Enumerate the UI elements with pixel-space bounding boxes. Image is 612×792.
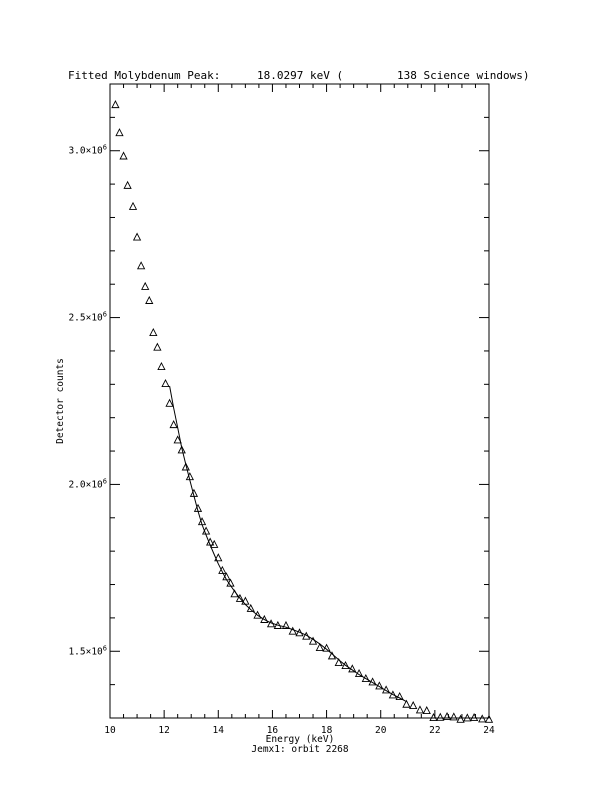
data-point <box>226 578 235 587</box>
data-point <box>469 713 479 722</box>
data-point <box>288 626 297 635</box>
data-point <box>128 201 138 210</box>
data-point <box>295 628 304 637</box>
data-point <box>173 435 182 444</box>
data-point <box>132 232 142 241</box>
x-tick-label: 22 <box>429 725 440 736</box>
data-point <box>381 685 391 694</box>
x-tick-label: 20 <box>375 725 387 736</box>
data-point <box>161 378 170 388</box>
data-point <box>214 553 223 562</box>
data-point <box>395 691 404 701</box>
chart-subtitle: Jemx1: orbit 2268 <box>251 744 349 755</box>
data-point <box>281 620 291 629</box>
x-tick-label: 16 <box>267 725 279 736</box>
data-point <box>308 636 318 645</box>
y-tick-label: 2.5×106 <box>68 311 107 324</box>
data-point <box>145 295 154 304</box>
data-point <box>302 631 311 640</box>
data-point <box>388 690 398 699</box>
data-point <box>241 596 250 605</box>
data-point <box>341 660 350 669</box>
data-point <box>189 488 199 497</box>
y-tick-label: 3.0×106 <box>68 144 107 157</box>
data-point <box>266 619 276 628</box>
data-point <box>222 572 231 581</box>
plot-frame <box>109 83 490 719</box>
x-axis-label: Energy (keV) <box>266 734 335 745</box>
data-point <box>456 714 465 723</box>
data-point <box>334 657 343 666</box>
data-point <box>436 712 445 721</box>
data-point <box>111 100 120 109</box>
data-point <box>218 565 227 574</box>
data-point <box>361 673 370 683</box>
axis-ticks <box>109 83 490 719</box>
data-marks <box>111 100 494 723</box>
data-point <box>322 643 331 652</box>
x-tick-label: 24 <box>483 725 495 736</box>
axis-tick-labels: 10 12 14 16 18 20 22 24 1.5×106 2.0×106 2.5×106 3.0… <box>68 144 495 736</box>
data-point <box>141 281 150 290</box>
data-point <box>193 503 203 512</box>
data-point <box>115 128 124 137</box>
data-point <box>415 705 425 714</box>
x-tick-label: 14 <box>213 725 225 736</box>
data-point <box>348 664 357 673</box>
data-point <box>197 517 207 526</box>
data-point <box>375 681 384 690</box>
data-point <box>429 713 438 722</box>
data-point <box>409 701 418 710</box>
data-point <box>169 420 178 429</box>
x-tick-label: 18 <box>321 725 333 736</box>
data-point <box>230 589 239 598</box>
data-point <box>327 651 337 660</box>
data-point <box>253 610 262 619</box>
data-point <box>354 668 364 678</box>
data-point <box>123 180 132 189</box>
data-point <box>368 677 377 686</box>
data-point <box>149 327 158 336</box>
data-point <box>206 537 215 546</box>
x-tick-label: 12 <box>158 725 169 736</box>
chart-title: Fitted Molybdenum Peak: <box>68 69 220 82</box>
data-point <box>246 603 255 612</box>
data-point <box>181 462 190 471</box>
data-point <box>210 539 219 548</box>
data-point <box>119 151 128 160</box>
data-point <box>235 593 245 602</box>
data-point <box>157 361 166 371</box>
data-point <box>484 714 494 723</box>
fit-line <box>169 385 407 703</box>
data-point <box>315 642 324 651</box>
y-axis-label: Detector counts <box>55 358 66 444</box>
data-point <box>422 706 431 715</box>
data-point <box>273 620 282 629</box>
chart-title-energy: 18.0297 keV ( <box>257 69 343 82</box>
y-tick-label: 2.0×106 <box>68 477 107 490</box>
data-point <box>177 445 186 454</box>
data-point <box>260 614 269 623</box>
y-tick-label: 1.5×106 <box>68 644 107 657</box>
data-point <box>201 526 211 535</box>
chart-title-windows: 138 Science windows) <box>397 69 529 82</box>
data-point <box>136 261 146 270</box>
data-point <box>478 714 487 723</box>
data-point <box>449 712 458 721</box>
data-point <box>153 342 162 351</box>
data-point <box>165 398 174 407</box>
data-point <box>442 712 452 721</box>
data-point <box>402 699 411 708</box>
x-tick-label: 10 <box>104 725 116 736</box>
data-point <box>185 472 194 481</box>
